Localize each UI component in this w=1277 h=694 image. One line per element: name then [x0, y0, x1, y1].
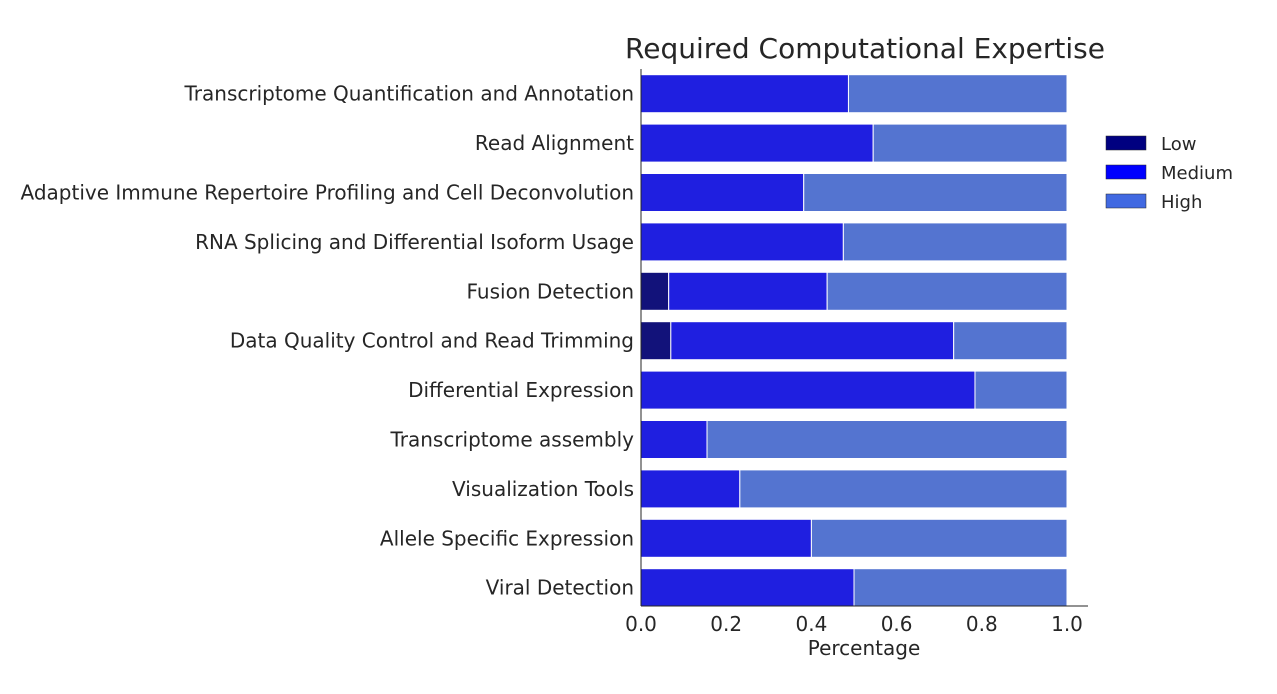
bar-high-8 — [739, 469, 1068, 509]
bar-medium-1 — [640, 123, 874, 163]
axes — [640, 69, 1088, 607]
x-tick-label: 0.0 — [625, 612, 657, 636]
bar-medium-8 — [640, 469, 741, 509]
category-label: Adaptive Immune Repertoire Profiling and… — [21, 181, 634, 205]
x-tick-label: 0.8 — [966, 612, 998, 636]
bar-medium-4 — [668, 271, 828, 311]
category-label: Viral Detection — [486, 576, 634, 600]
legend-swatch-high — [1105, 193, 1147, 209]
x-axis-label: Percentage — [808, 636, 921, 660]
bar-high-6 — [974, 370, 1068, 410]
bar-medium-9 — [640, 518, 812, 558]
bar-medium-6 — [640, 370, 976, 410]
category-label: RNA Splicing and Differential Isoform Us… — [195, 230, 634, 254]
bar-high-1 — [872, 123, 1068, 163]
bar-high-0 — [847, 74, 1068, 114]
bar-high-9 — [810, 518, 1068, 558]
x-tick-label: 0.6 — [881, 612, 913, 636]
category-label: Read Alignment — [475, 131, 634, 155]
chart-title: Required Computational Expertise — [625, 32, 1105, 65]
x-tick-label: 0.4 — [795, 612, 827, 636]
bar-high-7 — [706, 420, 1068, 459]
legend: Low Medium High — [1105, 134, 1233, 213]
legend-label-high: High — [1161, 192, 1202, 213]
bar-medium-7 — [640, 420, 708, 459]
category-label: Data Quality Control and Read Trimming — [230, 329, 634, 353]
bar-medium-2 — [640, 173, 805, 212]
bars-group — [640, 74, 1068, 608]
legend-swatch-low — [1105, 135, 1147, 151]
category-label: Transcriptome assembly — [389, 428, 634, 452]
bar-low-5 — [640, 321, 672, 361]
x-tick-label: 0.2 — [710, 612, 742, 636]
bar-medium-5 — [670, 321, 955, 361]
legend-swatch-medium — [1105, 164, 1147, 180]
category-label: Differential Expression — [408, 378, 634, 402]
category-label: Allele Specific Expression — [380, 526, 634, 550]
bar-medium-3 — [640, 222, 844, 262]
category-label: Fusion Detection — [467, 279, 635, 303]
bar-medium-0 — [640, 74, 849, 114]
bar-high-3 — [842, 222, 1068, 262]
x-tick-labels: 0.0 0.2 0.4 0.6 0.8 1.0 — [625, 612, 1083, 636]
bar-high-4 — [826, 271, 1068, 311]
bar-high-5 — [953, 321, 1068, 361]
bar-high-10 — [853, 568, 1068, 608]
bar-high-2 — [803, 173, 1068, 212]
bar-medium-10 — [640, 568, 855, 608]
legend-label-low: Low — [1161, 134, 1196, 155]
category-labels: Transcriptome Quantification and Annotat… — [21, 82, 635, 600]
bar-low-4 — [640, 271, 670, 311]
category-label: Visualization Tools — [452, 477, 634, 501]
category-label: Transcriptome Quantification and Annotat… — [184, 82, 634, 106]
legend-label-medium: Medium — [1161, 163, 1233, 184]
x-tick-label: 1.0 — [1051, 612, 1083, 636]
